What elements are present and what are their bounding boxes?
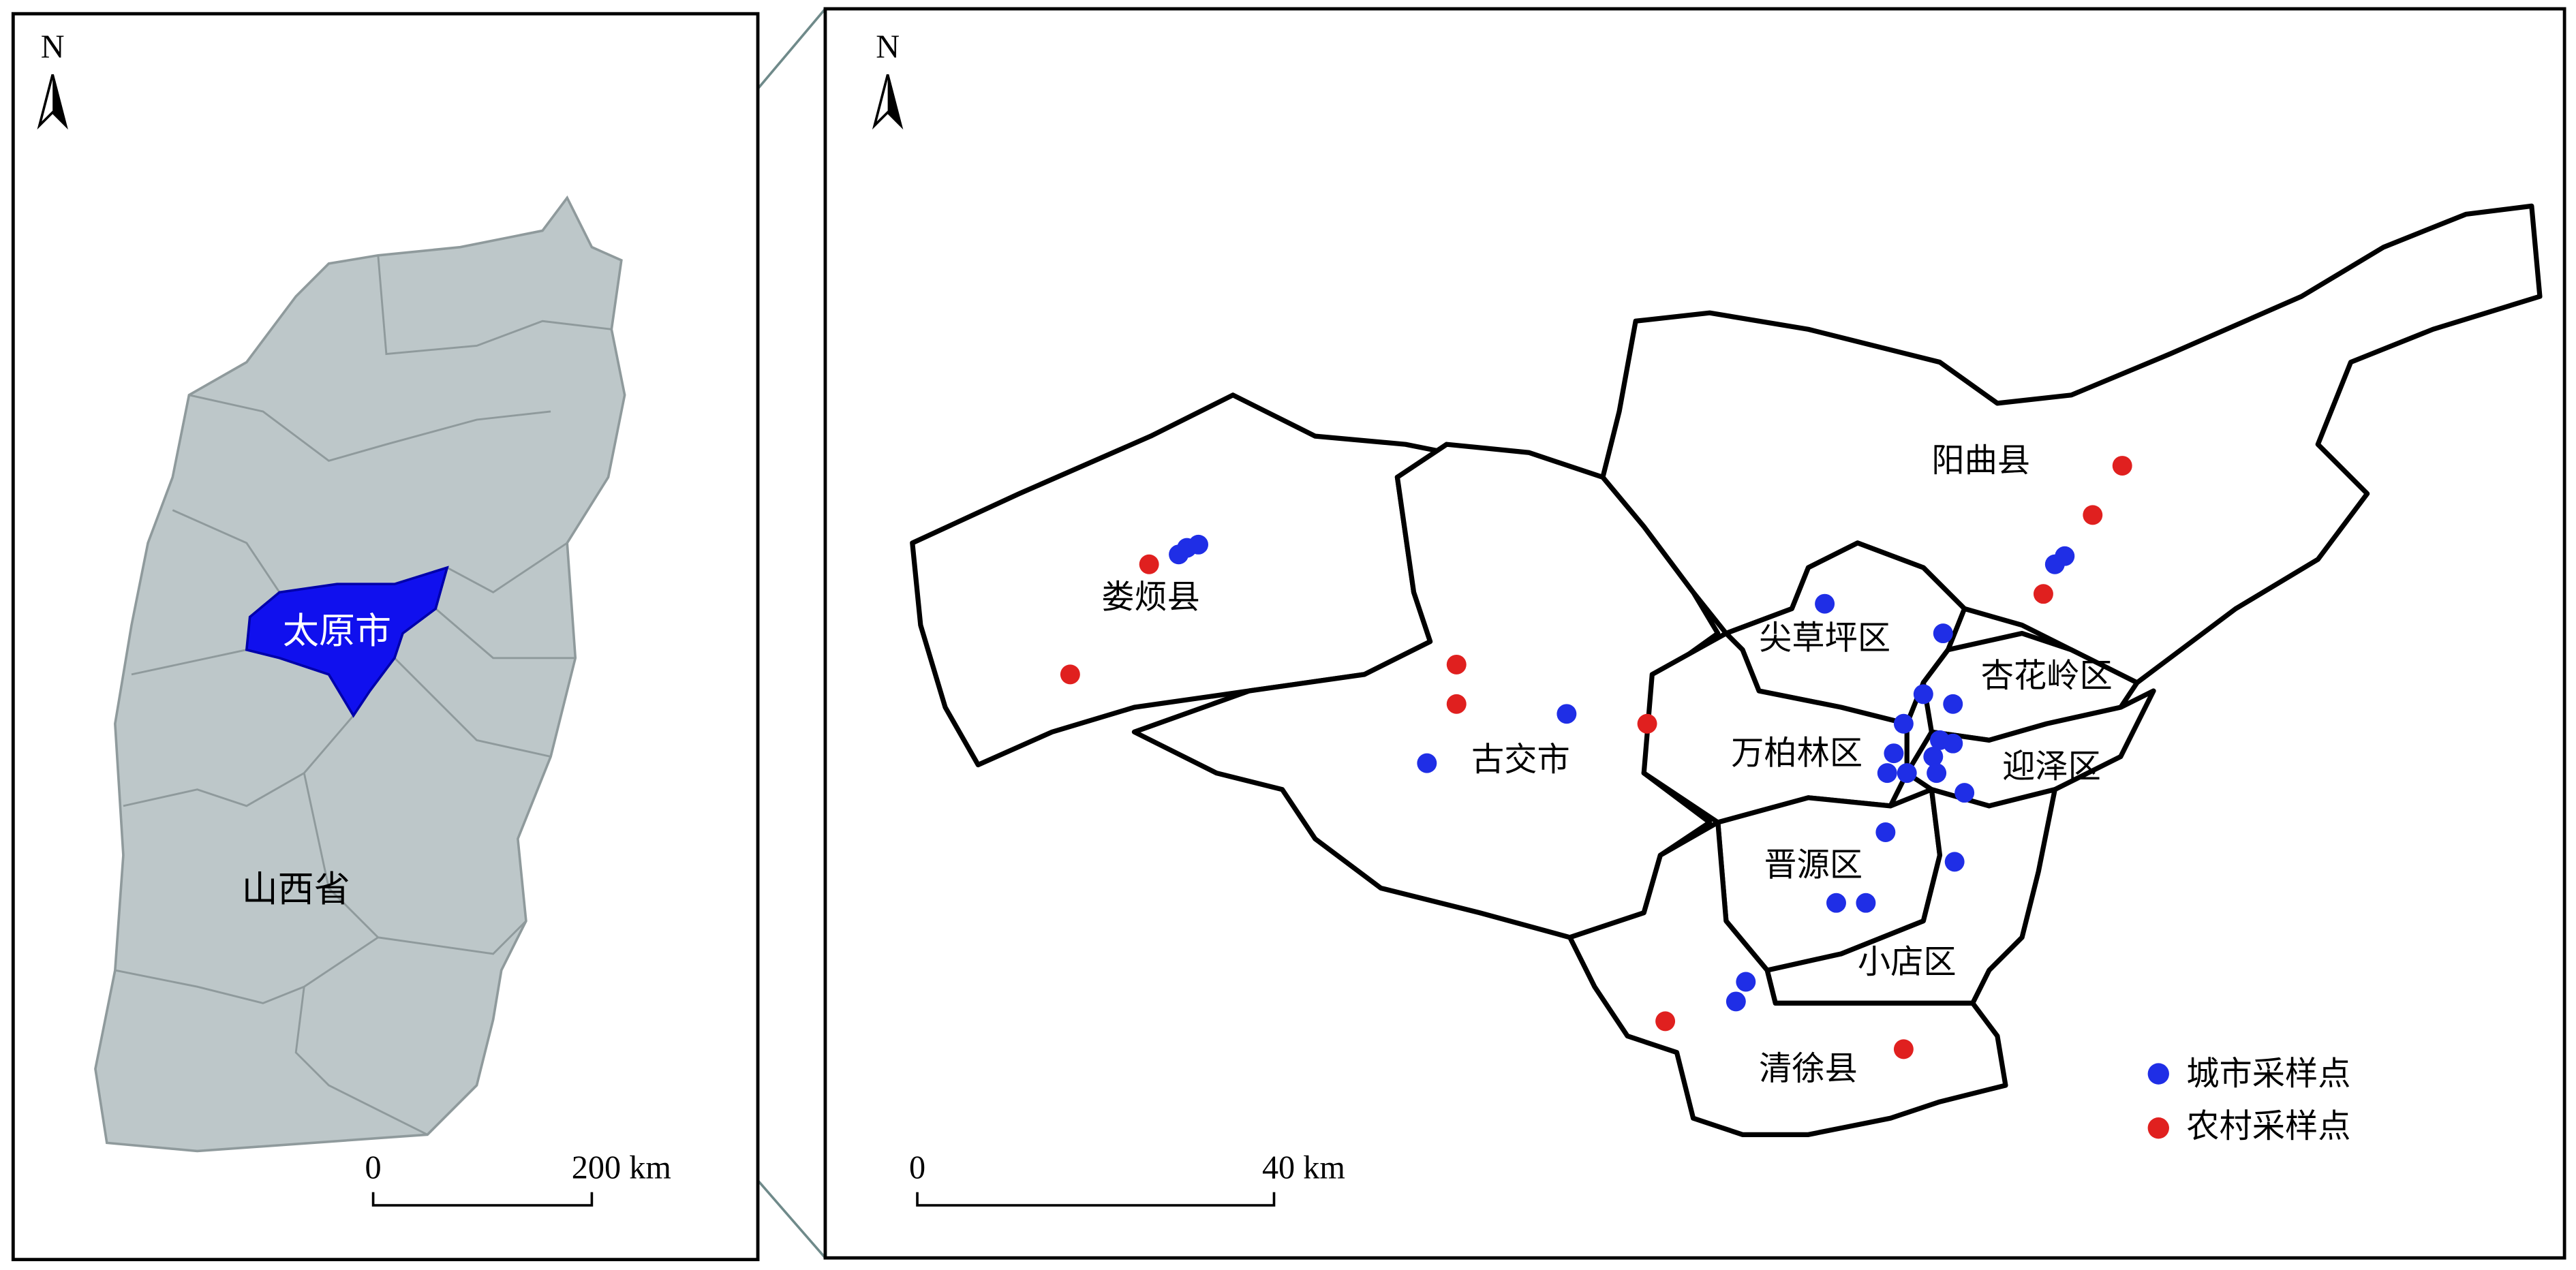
sample-point xyxy=(1893,713,1914,734)
sample-point xyxy=(2033,584,2053,604)
sample-point xyxy=(1815,593,1835,614)
rural-points xyxy=(1060,456,2132,1059)
district-label: 清徐县 xyxy=(1759,1051,1858,1087)
legend-marker xyxy=(2147,1063,2169,1085)
sample-point xyxy=(1446,694,1467,714)
sample-point xyxy=(1446,654,1467,675)
sample-point xyxy=(1943,694,1963,714)
sample-point xyxy=(2055,546,2075,566)
scale-label: 0 xyxy=(909,1149,925,1186)
sample-point xyxy=(2112,456,2132,476)
district-shape xyxy=(1904,688,2156,809)
scale-label: 0 xyxy=(365,1149,382,1186)
sample-point xyxy=(1927,763,1947,784)
sample-point xyxy=(1557,704,1577,724)
sample-point xyxy=(1189,534,1209,555)
sample-point xyxy=(1417,753,1437,773)
sample-point xyxy=(1826,893,1846,913)
scale-label: 200 km xyxy=(572,1149,671,1186)
legend-label: 农村采样点 xyxy=(2186,1109,2350,1145)
city-label: 太原市 xyxy=(283,612,391,651)
district-label: 小店区 xyxy=(1858,944,1957,980)
scale-label: 40 km xyxy=(1262,1149,1345,1186)
sample-point xyxy=(1954,783,1975,803)
sample-point xyxy=(1943,733,1963,754)
sample-point xyxy=(1944,852,1965,872)
sample-point xyxy=(1637,713,1657,734)
sample-point xyxy=(2083,505,2103,525)
sample-point xyxy=(1933,623,1953,644)
sample-point xyxy=(1856,893,1876,913)
district-label: 杏花岭区 xyxy=(1981,658,2113,694)
city-shape xyxy=(245,566,449,718)
scale-bar xyxy=(371,1192,594,1207)
sample-point xyxy=(1913,684,1933,704)
district-label: 阳曲县 xyxy=(1931,443,2030,479)
sample-point xyxy=(1884,743,1904,764)
district-shape xyxy=(1567,820,2008,1137)
sample-point xyxy=(1875,822,1896,842)
sample-point xyxy=(1736,972,1756,992)
north-label: N xyxy=(41,29,65,65)
district-shape xyxy=(1641,630,1910,825)
legend-label: 城市采样点 xyxy=(2186,1056,2350,1092)
sample-point xyxy=(1655,1011,1676,1032)
legend-marker xyxy=(2147,1117,2169,1139)
sample-point xyxy=(1060,664,1080,685)
urban-points xyxy=(1169,534,2075,1012)
overview-panel: 太原市 山西省 N 0 200 km xyxy=(11,12,760,1262)
sample-point xyxy=(1923,747,1944,766)
district-label: 古交市 xyxy=(1471,742,1570,778)
district-label: 晋源区 xyxy=(1764,848,1862,884)
sample-point xyxy=(1897,763,1917,784)
north-label: N xyxy=(876,29,900,65)
sample-point xyxy=(1139,554,1159,574)
district-label: 万柏林区 xyxy=(1731,736,1862,772)
sample-point xyxy=(1893,1039,1914,1059)
province-label: 山西省 xyxy=(242,870,350,910)
detail-panel: 阳曲县 娄烦县 尖草坪区 杏花岭区 古交市 万柏林区 迎泽区 晋源区 小店区 清… xyxy=(823,7,2566,1260)
sample-point xyxy=(1726,991,1746,1012)
province-boundaries xyxy=(114,255,612,1136)
district-label: 迎泽区 xyxy=(2002,749,2101,785)
sample-point xyxy=(1877,763,1897,784)
scale-bar xyxy=(916,1192,1276,1207)
district-label: 娄烦县 xyxy=(1101,579,1200,615)
district-label: 尖草坪区 xyxy=(1759,621,1890,657)
